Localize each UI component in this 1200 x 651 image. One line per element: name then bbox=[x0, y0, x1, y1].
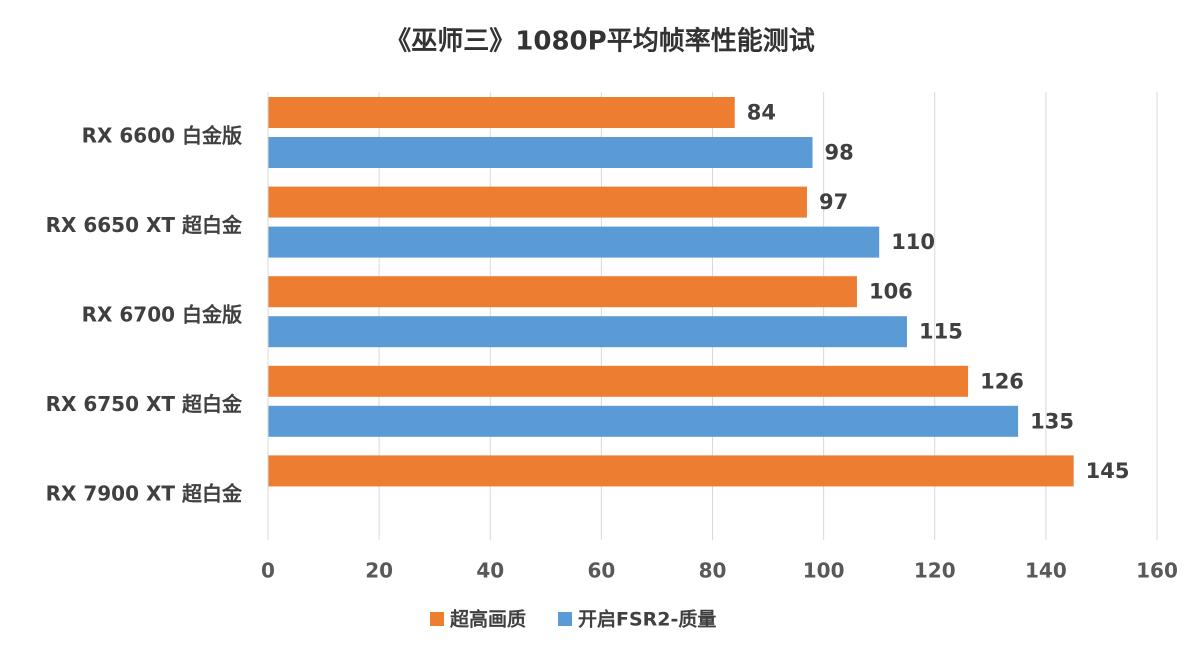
bar bbox=[268, 97, 735, 128]
y-tick-label: RX 6650 XT 超白金 bbox=[46, 213, 243, 237]
bar bbox=[268, 405, 1019, 437]
bar bbox=[268, 226, 880, 258]
x-tick-label: 160 bbox=[1136, 559, 1178, 583]
data-label: 115 bbox=[919, 320, 963, 344]
legend-label: 超高画质 bbox=[449, 608, 526, 631]
data-label: 135 bbox=[1030, 409, 1074, 433]
data-label: 145 bbox=[1086, 459, 1130, 483]
y-tick-label: RX 6750 XT 超白金 bbox=[46, 392, 243, 416]
legend-label: 开启FSR2-质量 bbox=[578, 608, 716, 631]
y-tick-label: RX 6600 白金版 bbox=[82, 123, 242, 147]
y-tick-label: RX 7900 XT 超白金 bbox=[46, 482, 243, 506]
bar bbox=[268, 365, 969, 397]
legend-swatch bbox=[558, 612, 573, 626]
x-tick-label: 140 bbox=[1025, 559, 1067, 583]
bar bbox=[268, 137, 813, 168]
x-tick-label: 40 bbox=[476, 559, 504, 583]
legend-swatch bbox=[430, 612, 444, 626]
x-tick-label: 80 bbox=[699, 559, 727, 583]
data-label: 110 bbox=[891, 230, 935, 254]
bar bbox=[268, 316, 907, 348]
y-tick-label: RX 6700 白金版 bbox=[82, 303, 242, 327]
x-tick-label: 60 bbox=[587, 559, 615, 583]
x-tick-label: 0 bbox=[261, 559, 275, 583]
bar bbox=[268, 276, 857, 308]
data-label: 98 bbox=[825, 141, 854, 165]
bar bbox=[268, 186, 807, 218]
x-tick-label: 120 bbox=[914, 559, 956, 583]
x-tick-label: 100 bbox=[803, 559, 845, 583]
data-label: 84 bbox=[747, 101, 776, 125]
data-label: 106 bbox=[869, 280, 913, 304]
data-label: 97 bbox=[819, 190, 848, 214]
chart-title: 《巫师三》1080P平均帧率性能测试 bbox=[385, 26, 814, 57]
x-tick-label: 20 bbox=[365, 559, 393, 583]
data-label: 126 bbox=[980, 369, 1024, 393]
bar bbox=[268, 455, 1074, 487]
